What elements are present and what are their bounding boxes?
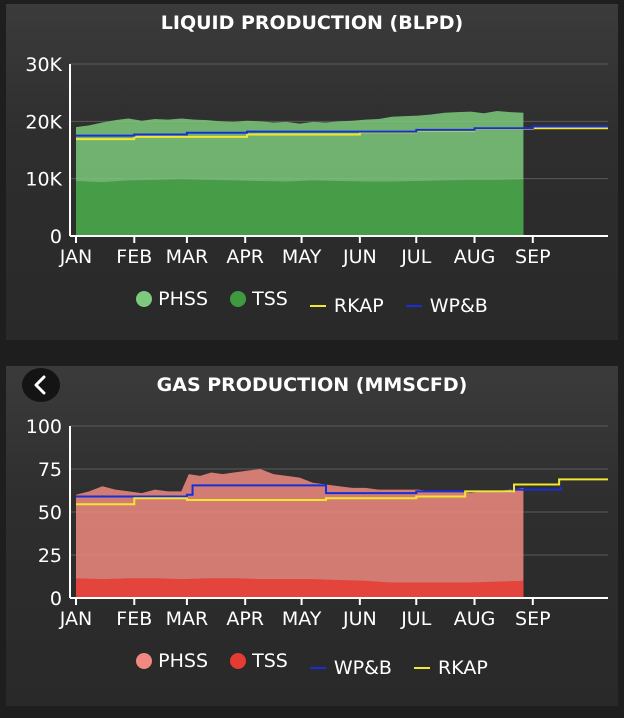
legend-label: PHSS: [158, 650, 209, 672]
x-tick-label: FEB: [116, 246, 152, 268]
x-tick-label: SEP: [515, 246, 551, 268]
legend-label: PHSS: [158, 288, 209, 310]
legend-item-tss[interactable]: TSS: [230, 650, 288, 672]
x-tick-label: MAR: [166, 608, 209, 630]
legend-item-rkap[interactable]: RKAP: [414, 657, 488, 679]
legend-label: RKAP: [438, 657, 488, 679]
x-tick-label: MAY: [282, 608, 322, 630]
y-tick-label: 25: [38, 545, 62, 567]
x-tick-label: JAN: [59, 246, 92, 268]
liquid-production-chart: 0 10K 20K 30K JAN FEB MAR APR MAY JUN JUL AUG SEP: [25, 54, 608, 268]
legend-label: TSS: [252, 288, 288, 310]
gas-production-panel: GAS PRODUCTION (MMSCFD) 0 25 50 75 100 JAN FEB…: [6, 366, 618, 706]
back-button[interactable]: [22, 368, 60, 402]
chart-title: LIQUID PRODUCTION (BLPD): [160, 12, 464, 34]
x-tick-label: SEP: [515, 608, 551, 630]
series-line-rkap: [76, 478, 608, 506]
series-area-tss: [76, 578, 524, 598]
x-tick-label: MAR: [166, 246, 209, 268]
x-tick-label: JUL: [400, 246, 432, 268]
series-line-wpb: [76, 125, 608, 137]
legend-marker: [136, 653, 153, 669]
x-tick-label: FEB: [116, 608, 152, 630]
chart-title: GAS PRODUCTION (MMSCFD): [156, 374, 468, 396]
legend-item-wpb[interactable]: WP&B: [309, 657, 392, 679]
legend-item-phss[interactable]: PHSS: [136, 288, 208, 310]
legend-marker: [136, 291, 153, 307]
x-tick-label: APR: [226, 246, 264, 268]
chevron-left-icon: [34, 375, 46, 395]
gas-production-chart: 0 25 50 75 100 JAN FEB MAR APR MAY JUN JUL AUG SEP: [26, 416, 608, 630]
y-tick-label: 0: [50, 226, 62, 248]
legend-label: RKAP: [333, 295, 384, 317]
legend-marker: [309, 305, 326, 307]
legend-label: WP&B: [333, 657, 392, 679]
legend-item-wpb[interactable]: WP&B: [405, 295, 488, 317]
x-tick-label: MAY: [282, 246, 322, 268]
x-tick-label: JUL: [400, 608, 432, 630]
y-tick-label: 100: [26, 416, 62, 438]
x-tick-label: JUN: [342, 246, 377, 268]
chart-legend: PHSS TSS WP&B RKAP: [6, 650, 618, 679]
y-tick-label: 10K: [25, 169, 62, 191]
x-tick-label: JAN: [59, 608, 92, 630]
y-tick-label: 20K: [25, 111, 62, 133]
legend-marker: [405, 305, 422, 307]
legend-item-tss[interactable]: TSS: [230, 288, 288, 310]
chart-legend: PHSS TSS RKAP WP&B: [6, 288, 618, 317]
liquid-production-panel: LIQUID PRODUCTION (BLPD) 0 10K 20K 30K JAN FE…: [6, 4, 618, 340]
x-tick-label: AUG: [454, 608, 496, 630]
series-area-tss: [76, 179, 524, 236]
x-tick-label: JUN: [342, 608, 377, 630]
legend-marker: [309, 667, 326, 669]
legend-label: TSS: [252, 650, 288, 672]
y-tick-label: 0: [50, 588, 62, 610]
legend-marker: [230, 653, 247, 669]
legend-marker: [230, 291, 247, 307]
y-tick-label: 30K: [25, 54, 62, 76]
legend-marker: [414, 667, 431, 669]
x-tick-label: APR: [226, 608, 264, 630]
legend-item-phss[interactable]: PHSS: [136, 650, 208, 672]
x-tick-label: AUG: [454, 246, 496, 268]
legend-label: WP&B: [429, 295, 488, 317]
legend-item-rkap[interactable]: RKAP: [309, 295, 384, 317]
series-area-phss: [76, 469, 524, 598]
y-tick-label: 75: [38, 459, 62, 481]
series-line-wpb: [76, 484, 563, 498]
y-tick-label: 50: [38, 502, 62, 524]
